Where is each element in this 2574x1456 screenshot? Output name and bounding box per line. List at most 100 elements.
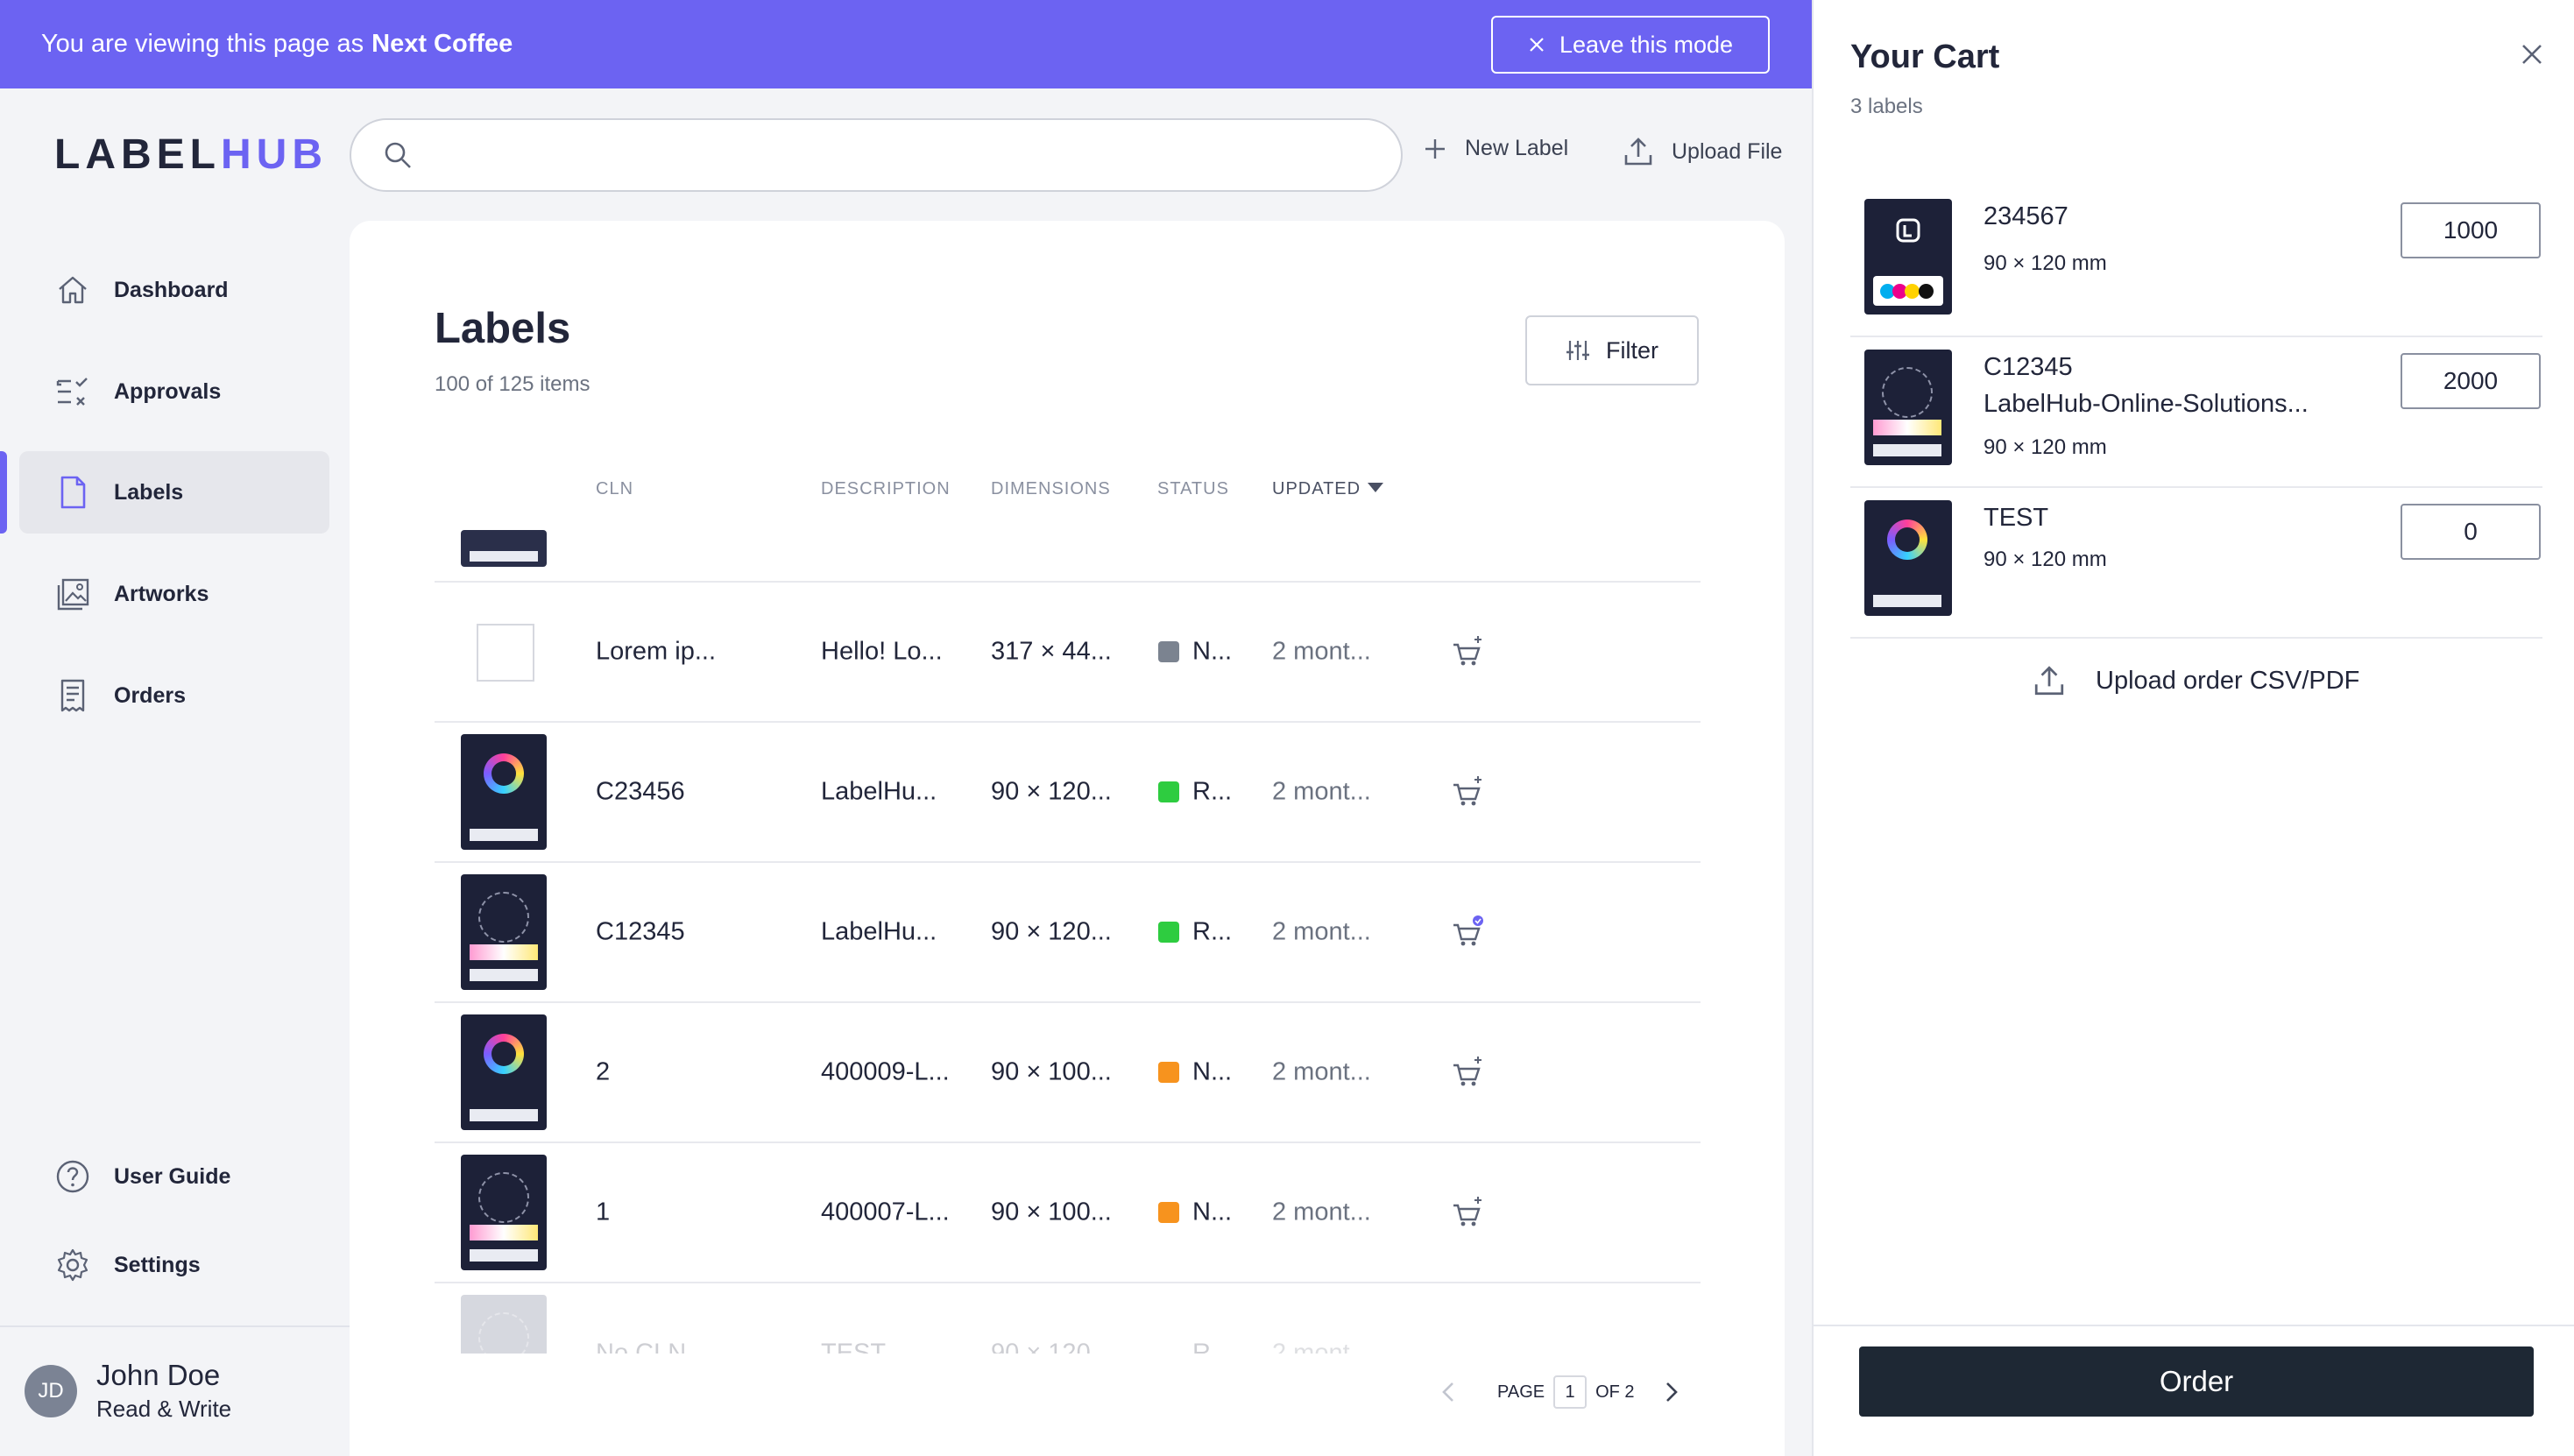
search-bar[interactable] xyxy=(350,118,1403,192)
table-row[interactable]: C23456 LabelHu... 90 × 120... R... 2 mon… xyxy=(435,723,1701,863)
user-profile[interactable]: JD John Doe Read & Write xyxy=(25,1359,231,1423)
sidebar-item-label: User Guide xyxy=(114,1163,231,1189)
add-to-cart-icon[interactable] xyxy=(1451,774,1486,809)
close-icon xyxy=(1530,38,1544,52)
search-input[interactable] xyxy=(430,141,1401,169)
sidebar-item-approvals[interactable]: Approvals xyxy=(19,350,329,433)
receipt-icon xyxy=(54,677,91,714)
logo-part-label: LABEL xyxy=(54,131,221,178)
label-thumbnail xyxy=(1864,350,1952,465)
cell-status: R... xyxy=(1192,917,1233,946)
items-count: 100 of 125 items xyxy=(435,372,590,396)
cart-item-dimensions: 90 × 120 mm xyxy=(1984,251,2107,275)
add-to-cart-icon[interactable] xyxy=(1451,1195,1486,1230)
cart-item-dimensions: 90 × 120 mm xyxy=(1984,435,2107,459)
column-header-updated[interactable]: UPDATED xyxy=(1272,479,1384,499)
cart-divider xyxy=(1814,1325,2574,1326)
sidebar-item-label: Approvals xyxy=(114,378,222,404)
upload-icon xyxy=(2034,666,2064,696)
cell-description: Hello! Lo... xyxy=(821,637,943,666)
image-icon xyxy=(54,576,91,612)
cell-cln: 1 xyxy=(596,1198,611,1226)
table-row[interactable] xyxy=(435,530,1701,583)
cell-description: LabelHu... xyxy=(821,917,937,946)
table-row[interactable]: C12345 LabelHu... 90 × 120... R... 2 mon… xyxy=(435,863,1701,1003)
cart-item: C12345 LabelHub-Online-Solutions... 90 ×… xyxy=(1850,337,2542,488)
column-header-description[interactable]: DESCRIPTION xyxy=(821,479,951,498)
add-to-cart-icon[interactable] xyxy=(1451,1055,1486,1090)
cart-item: 234567 90 × 120 mm xyxy=(1850,187,2542,337)
quantity-field[interactable] xyxy=(2401,504,2541,560)
labels-card: Labels 100 of 125 items Filter CLN DESCR… xyxy=(350,221,1785,1456)
cell-cln: C12345 xyxy=(596,917,685,946)
cell-updated: 2 mont... xyxy=(1272,1198,1371,1226)
column-header-dimensions[interactable]: DIMENSIONS xyxy=(991,479,1111,498)
user-name: John Doe xyxy=(96,1359,221,1391)
add-to-cart-icon[interactable] xyxy=(1451,634,1486,669)
cell-updated: 2 mont... xyxy=(1272,637,1371,666)
sort-desc-icon xyxy=(1368,483,1384,492)
sidebar: LABELHUB Dashboard Approvals Labels Artw… xyxy=(0,88,350,1456)
column-header-status[interactable]: STATUS xyxy=(1157,479,1229,498)
cell-status: N... xyxy=(1192,1198,1233,1226)
page-total: OF 2 xyxy=(1595,1382,1635,1402)
table-row[interactable]: 1 400007-L... 90 × 100... N... 2 mont... xyxy=(435,1143,1701,1283)
cell-dimensions: 90 × 100... xyxy=(991,1198,1112,1226)
cell-cln: 2 xyxy=(596,1057,611,1086)
filter-label: Filter xyxy=(1606,336,1658,364)
leave-mode-button[interactable]: Leave this mode xyxy=(1491,16,1770,74)
upload-file-button[interactable]: Upload File xyxy=(1623,136,1782,167)
upload-order-button[interactable]: Upload order CSV/PDF xyxy=(2033,664,2359,697)
label-thumbnail xyxy=(1864,500,1952,616)
cell-status: N... xyxy=(1192,637,1233,666)
sidebar-item-artworks[interactable]: Artworks xyxy=(19,553,329,635)
chevron-right-icon[interactable] xyxy=(1658,1379,1684,1405)
cell-description: 400009-L... xyxy=(821,1057,950,1086)
quantity-field[interactable] xyxy=(2401,353,2541,409)
in-cart-icon[interactable] xyxy=(1451,915,1486,950)
sidebar-item-settings[interactable]: Settings xyxy=(19,1224,329,1306)
status-indicator xyxy=(1158,922,1179,943)
logo-part-hub: HUB xyxy=(220,131,328,178)
cell-status: R... xyxy=(1192,1339,1233,1354)
new-label-button[interactable]: New Label xyxy=(1423,136,1568,161)
new-label-text: New Label xyxy=(1465,136,1569,160)
cell-dimensions: 90 × 120... xyxy=(991,777,1112,806)
page-title: Labels xyxy=(435,305,571,352)
cell-dimensions: 90 × 100... xyxy=(991,1057,1112,1086)
sidebar-item-label: Labels xyxy=(114,479,184,505)
table-row[interactable]: No CLN TEST 90 × 120 R... 2 mont... xyxy=(435,1283,1701,1354)
page-number-input[interactable]: 1 xyxy=(1553,1375,1588,1409)
gear-icon xyxy=(54,1247,91,1283)
close-icon[interactable] xyxy=(2514,37,2549,72)
table-row[interactable]: Lorem ip... Hello! Lo... 317 × 44... N..… xyxy=(435,583,1701,723)
cart-panel: Your Cart 3 labels 234567 90 × 120 mm C1… xyxy=(1812,0,2574,1456)
cell-status: N... xyxy=(1192,1057,1233,1086)
filter-button[interactable]: Filter xyxy=(1525,315,1699,385)
label-thumbnail xyxy=(461,734,547,850)
sidebar-item-label: Dashboard xyxy=(114,277,229,302)
status-indicator xyxy=(1158,641,1179,662)
cell-updated: 2 mont... xyxy=(1272,1057,1371,1086)
impersonation-banner: You are viewing this page as Next Coffee… xyxy=(0,0,1812,88)
status-indicator xyxy=(1158,1062,1179,1083)
cell-dimensions: 317 × 44... xyxy=(991,637,1112,666)
sidebar-item-orders[interactable]: Orders xyxy=(19,654,329,737)
cell-cln: No CLN xyxy=(596,1339,687,1354)
table-row[interactable]: 2 400009-L... 90 × 100... N... 2 mont... xyxy=(435,1003,1701,1143)
order-button[interactable]: Order xyxy=(1859,1346,2534,1417)
cell-description: LabelHu... xyxy=(821,777,937,806)
cell-description: 400007-L... xyxy=(821,1198,950,1226)
quantity-field[interactable] xyxy=(2401,202,2541,258)
sidebar-item-user-guide[interactable]: User Guide xyxy=(19,1135,329,1218)
sidebar-item-dashboard[interactable]: Dashboard xyxy=(19,249,329,331)
cart-item-dimensions: 90 × 120 mm xyxy=(1984,548,2107,571)
labelhub-logo[interactable]: LABELHUB xyxy=(54,131,328,179)
sidebar-item-label: Artworks xyxy=(114,581,209,606)
column-header-cln[interactable]: CLN xyxy=(596,479,634,498)
cart-item-name: C12345 xyxy=(1984,353,2073,381)
column-header-updated-label: UPDATED xyxy=(1272,479,1361,498)
help-icon xyxy=(54,1158,91,1195)
chevron-left-icon[interactable] xyxy=(1436,1379,1462,1405)
sidebar-item-labels[interactable]: Labels xyxy=(0,451,329,534)
